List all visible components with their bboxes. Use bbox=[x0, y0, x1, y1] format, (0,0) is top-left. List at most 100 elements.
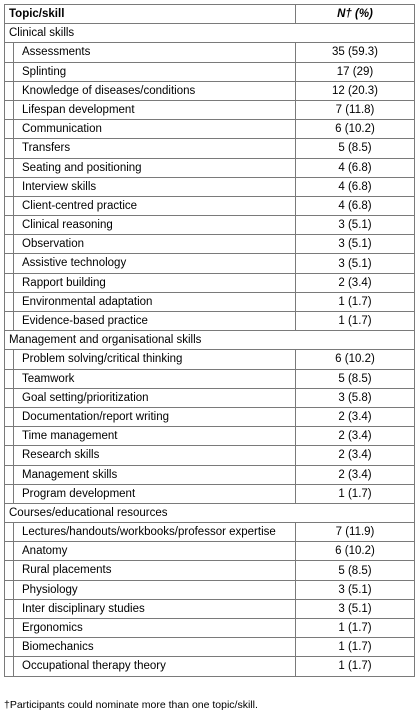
item-name: Biomechanics bbox=[13, 638, 295, 657]
item-cell: Environmental adaptation bbox=[4, 291, 296, 313]
item-name: Clinical reasoning bbox=[13, 216, 295, 235]
item-name: Research skills bbox=[13, 446, 295, 465]
item-value: 3 (5.8) bbox=[295, 387, 415, 408]
item-name: Knowledge of diseases/conditions bbox=[13, 81, 295, 100]
item-value: 4 (6.8) bbox=[295, 195, 415, 217]
item-row: Documentation/report writing 2 (3.4) bbox=[4, 406, 415, 428]
item-value: 6 (10.2) bbox=[295, 541, 415, 562]
item-row: Clinical reasoning 3 (5.1) bbox=[4, 215, 415, 236]
item-value: 6 (10.2) bbox=[295, 119, 415, 140]
item-value: 3 (5.1) bbox=[295, 253, 415, 274]
item-cell: Assessments bbox=[4, 42, 296, 63]
item-value: 5 (8.5) bbox=[295, 560, 415, 581]
item-cell: Lifespan development bbox=[4, 99, 296, 121]
item-row: Biomechanics 1 (1.7) bbox=[4, 637, 415, 658]
item-cell: Transfers bbox=[4, 138, 296, 159]
item-name: Inter disciplinary studies bbox=[13, 599, 295, 618]
item-row: Lifespan development 7 (11.8) bbox=[4, 99, 415, 121]
item-row: Assistive technology 3 (5.1) bbox=[4, 253, 415, 274]
item-cell: Evidence-based practice bbox=[4, 310, 296, 332]
item-name: Interview skills bbox=[13, 177, 295, 196]
item-name: Teamwork bbox=[13, 369, 295, 388]
section-row: Courses/educational resources bbox=[4, 502, 415, 524]
item-cell: Communication bbox=[4, 119, 296, 140]
item-row: Knowledge of diseases/conditions 12 (20.3… bbox=[4, 80, 415, 101]
item-value: 5 (8.5) bbox=[295, 368, 415, 389]
item-row: Observation 3 (5.1) bbox=[4, 234, 415, 255]
item-row: Seating and positioning 4 (6.8) bbox=[4, 157, 415, 178]
item-cell: Documentation/report writing bbox=[4, 406, 296, 428]
section-title: Management and organisational skills bbox=[4, 330, 415, 351]
item-name: Environmental adaptation bbox=[13, 292, 295, 311]
item-row: Research skills 2 (3.4) bbox=[4, 445, 415, 466]
item-cell: Seating and positioning bbox=[4, 157, 296, 178]
item-cell: Ergonomics bbox=[4, 617, 296, 639]
item-cell: Anatomy bbox=[4, 541, 296, 562]
item-cell: Biomechanics bbox=[4, 637, 296, 658]
item-cell: Rapport building bbox=[4, 272, 296, 293]
item-name: Client-centred practice bbox=[13, 196, 295, 216]
item-name: Observation bbox=[13, 235, 295, 254]
item-value: 1 (1.7) bbox=[295, 483, 415, 504]
footnote: †Participants could nominate more than o… bbox=[4, 699, 258, 711]
item-name: Documentation/report writing bbox=[13, 407, 295, 427]
item-value: 6 (10.2) bbox=[295, 349, 415, 370]
item-row: Interview skills 4 (6.8) bbox=[4, 176, 415, 197]
item-name: Occupational therapy theory bbox=[13, 657, 295, 676]
item-cell: Interview skills bbox=[4, 176, 296, 197]
item-value: 5 (8.5) bbox=[295, 138, 415, 159]
item-name: Lectures/handouts/workbooks/professor ex… bbox=[13, 523, 295, 542]
item-row: Physiology 3 (5.1) bbox=[4, 579, 415, 600]
header-row: Topic/skill N† (%) bbox=[4, 3, 415, 25]
item-value: 2 (3.4) bbox=[295, 426, 415, 447]
item-row: Transfers 5 (8.5) bbox=[4, 138, 415, 159]
item-name: Rural placements bbox=[13, 561, 295, 580]
item-cell: Lectures/handouts/workbooks/professor ex… bbox=[4, 522, 296, 543]
item-value: 3 (5.1) bbox=[295, 234, 415, 255]
header-cell: Topic/skill bbox=[4, 3, 296, 25]
item-value: 2 (3.4) bbox=[295, 272, 415, 293]
item-cell: Time management bbox=[4, 426, 296, 447]
item-row: Program development 1 (1.7) bbox=[4, 483, 415, 504]
item-value: 2 (3.4) bbox=[295, 445, 415, 466]
item-cell: Observation bbox=[4, 234, 296, 255]
item-name: Anatomy bbox=[13, 542, 295, 561]
item-row: Splinting 17 (29) bbox=[4, 61, 415, 82]
item-value: 1 (1.7) bbox=[295, 310, 415, 332]
item-value: 7 (11.9) bbox=[295, 522, 415, 543]
item-row: Time management 2 (3.4) bbox=[4, 426, 415, 447]
item-name: Time management bbox=[13, 427, 295, 446]
item-name: Assessments bbox=[13, 43, 295, 62]
item-name: Problem solving/critical thinking bbox=[13, 350, 295, 369]
item-cell: Occupational therapy theory bbox=[4, 656, 296, 677]
item-row: Occupational therapy theory 1 (1.7) bbox=[4, 656, 415, 677]
item-value: 4 (6.8) bbox=[295, 157, 415, 178]
item-value: 1 (1.7) bbox=[295, 637, 415, 658]
header-cell: N† (%) bbox=[295, 3, 415, 25]
item-row: Evidence-based practice 1 (1.7) bbox=[4, 310, 415, 332]
item-name: Evidence-based practice bbox=[13, 312, 295, 331]
item-row: Communication 6 (10.2) bbox=[4, 119, 415, 140]
item-row: Ergonomics 1 (1.7) bbox=[4, 617, 415, 639]
item-name: Assistive technology bbox=[13, 254, 295, 273]
table-head: Topic/skill N† (%) bbox=[4, 3, 415, 25]
item-value: 3 (5.1) bbox=[295, 598, 415, 620]
item-value: 17 (29) bbox=[295, 61, 415, 82]
item-name: Rapport building bbox=[13, 273, 295, 292]
item-name: Splinting bbox=[13, 62, 295, 81]
item-value: 3 (5.1) bbox=[295, 215, 415, 236]
item-row: Problem solving/critical thinking 6 (10.2… bbox=[4, 349, 415, 370]
item-cell: Teamwork bbox=[4, 368, 296, 389]
item-row: Rural placements 5 (8.5) bbox=[4, 560, 415, 581]
section-row: Management and organisational skills bbox=[4, 330, 415, 351]
item-cell: Knowledge of diseases/conditions bbox=[4, 80, 296, 101]
item-name: Communication bbox=[13, 120, 295, 139]
item-cell: Client-centred practice bbox=[4, 195, 296, 217]
item-cell: Physiology bbox=[4, 579, 296, 600]
item-name: Goal setting/prioritization bbox=[13, 388, 295, 407]
section-row: Clinical skills bbox=[4, 23, 415, 44]
item-cell: Goal setting/prioritization bbox=[4, 387, 296, 408]
item-cell: Clinical reasoning bbox=[4, 215, 296, 236]
item-name: Transfers bbox=[13, 139, 295, 158]
